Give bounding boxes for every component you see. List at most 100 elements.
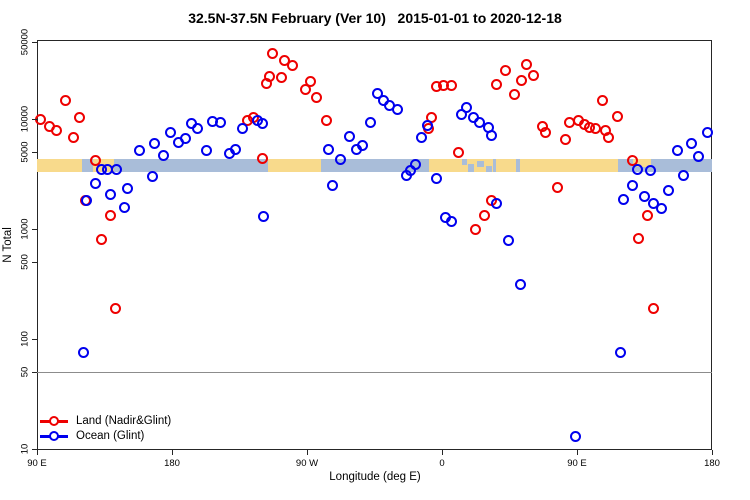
- data-point-land: [105, 209, 116, 221]
- data-point-ocean: [514, 279, 526, 291]
- data-point-land: [256, 153, 268, 165]
- data-point-land: [499, 65, 511, 77]
- data-point-ocean: [490, 198, 502, 210]
- data-point-ocean: [334, 154, 346, 166]
- data-point-land: [597, 95, 608, 107]
- data-point-land: [552, 181, 563, 193]
- data-point-ocean: [214, 117, 226, 129]
- data-point-land: [528, 70, 539, 82]
- data-point-ocean: [648, 197, 659, 209]
- x-tick-label: 90 E: [567, 458, 587, 469]
- data-point-land: [540, 127, 551, 139]
- x-axis-title: Longitude (deg E): [329, 471, 421, 483]
- data-point-ocean: [81, 195, 92, 207]
- data-point-ocean: [391, 104, 403, 115]
- data-point-ocean: [111, 164, 122, 176]
- data-point-ocean: [645, 165, 656, 177]
- data-point-land: [286, 60, 298, 72]
- data-point-land: [109, 302, 121, 314]
- data-point-ocean: [133, 144, 145, 156]
- data-point-ocean: [322, 143, 334, 155]
- y-tick: [32, 372, 37, 374]
- data-point-ocean: [502, 235, 514, 247]
- data-point-land: [90, 155, 101, 167]
- legend-label-ocean: Ocean (Glint): [76, 430, 145, 442]
- chart-title: 32.5N-37.5N February (Ver 10) 2015-01-01…: [188, 10, 562, 26]
- y-tick-label: 5000: [19, 141, 31, 163]
- data-point-ocean: [400, 169, 412, 181]
- data-point-land: [469, 223, 481, 235]
- y-axis-title: N Total: [2, 227, 14, 263]
- y-tick-label: 100: [19, 331, 31, 347]
- y-tick-label: 500: [19, 254, 31, 271]
- data-point-ocean: [570, 430, 581, 442]
- y-tick-label: 10000: [19, 105, 31, 133]
- map-band-ocean-speckle: [468, 164, 475, 172]
- data-point-land: [648, 302, 659, 314]
- data-point-ocean: [90, 178, 101, 190]
- data-point-ocean: [618, 193, 629, 205]
- x-tick-label: 180: [704, 458, 720, 469]
- data-point-land: [310, 92, 322, 104]
- data-point-ocean: [631, 163, 643, 175]
- data-point-land: [603, 132, 614, 144]
- data-point-land: [478, 209, 490, 221]
- data-point-land: [633, 233, 644, 245]
- data-point-ocean: [372, 88, 383, 100]
- data-point-ocean: [180, 133, 191, 145]
- data-point-ocean: [165, 126, 176, 138]
- x-tick: [577, 450, 579, 455]
- data-point-ocean: [615, 347, 626, 359]
- data-point-land: [73, 111, 85, 123]
- x-tick: [442, 450, 444, 455]
- y-tick: [32, 339, 37, 341]
- data-point-ocean: [430, 172, 442, 184]
- y-tick: [32, 229, 37, 231]
- plot-area-border: [37, 40, 712, 450]
- data-point-ocean: [147, 170, 158, 182]
- x-tick-label: 90 W: [295, 458, 319, 469]
- y-tick-label: 10: [19, 443, 31, 455]
- data-point-ocean: [343, 131, 355, 143]
- data-point-ocean: [468, 111, 479, 123]
- data-point-land: [264, 71, 275, 83]
- data-point-land: [612, 110, 623, 122]
- data-point-ocean: [456, 108, 467, 120]
- x-tick-label: 180: [164, 458, 180, 469]
- data-point-ocean: [229, 143, 241, 155]
- data-point-land: [304, 76, 316, 88]
- data-point-ocean: [357, 139, 368, 151]
- y-tick: [32, 262, 37, 264]
- data-point-ocean: [445, 216, 457, 228]
- x-tick: [37, 450, 39, 455]
- data-point-land: [520, 59, 532, 71]
- data-point-ocean: [639, 190, 650, 202]
- map-band-land-segment: [520, 159, 618, 172]
- data-point-ocean: [256, 118, 268, 130]
- data-point-ocean: [157, 149, 169, 161]
- data-point-ocean: [237, 123, 248, 135]
- data-point-land: [267, 48, 278, 60]
- data-point-ocean: [105, 188, 116, 200]
- data-point-land: [516, 75, 527, 87]
- data-point-ocean: [258, 210, 269, 222]
- data-point-ocean: [702, 126, 713, 138]
- data-point-ocean: [663, 184, 674, 196]
- gridline-y50: [37, 372, 712, 374]
- map-band-land-segment: [496, 159, 516, 172]
- legend-label-land: Land (Nadir&Glint): [76, 415, 172, 427]
- data-point-land: [67, 132, 79, 144]
- data-point-ocean: [421, 120, 433, 132]
- data-point-ocean: [148, 137, 160, 149]
- map-band-ocean-speckle: [461, 159, 467, 165]
- data-point-ocean: [678, 169, 689, 181]
- x-tick: [172, 450, 174, 455]
- data-point-land: [51, 124, 62, 136]
- y-tick-label: 1000: [19, 218, 31, 240]
- x-tick-label: 0: [439, 458, 445, 469]
- data-point-ocean: [201, 144, 212, 156]
- y-tick: [32, 42, 37, 44]
- map-band-land-segment: [428, 159, 493, 172]
- data-point-ocean: [627, 179, 638, 191]
